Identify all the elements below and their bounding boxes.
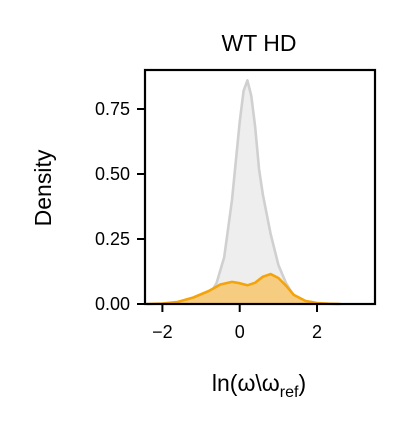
x-tick-label: 2 bbox=[312, 322, 322, 342]
x-axis-label: ln(ω\ωref) bbox=[212, 370, 306, 401]
y-tick-label: 0.50 bbox=[95, 164, 130, 184]
series-0-area bbox=[185, 80, 310, 305]
x-axis-label-subscript: ref bbox=[280, 384, 299, 401]
y-axis-label: Density bbox=[30, 149, 56, 226]
x-tick-label: 0 bbox=[235, 322, 245, 342]
x-tick-label: −2 bbox=[152, 322, 173, 342]
y-tick-label: 0.00 bbox=[95, 294, 130, 314]
y-tick-label: 0.75 bbox=[95, 99, 130, 119]
y-tick-label: 0.25 bbox=[95, 229, 130, 249]
series-1-line bbox=[146, 272, 341, 306]
series-layer bbox=[146, 79, 341, 306]
x-axis-label-main: ln(ω\ω bbox=[212, 370, 280, 396]
ticks-layer: −2 0 2 0.00 0.25 0.50 0.75 bbox=[95, 99, 322, 342]
plot-frame bbox=[143, 68, 377, 306]
x-axis-label-close: ) bbox=[298, 370, 306, 396]
series-1-area bbox=[146, 274, 341, 304]
chart-title: WT HD bbox=[222, 30, 297, 56]
